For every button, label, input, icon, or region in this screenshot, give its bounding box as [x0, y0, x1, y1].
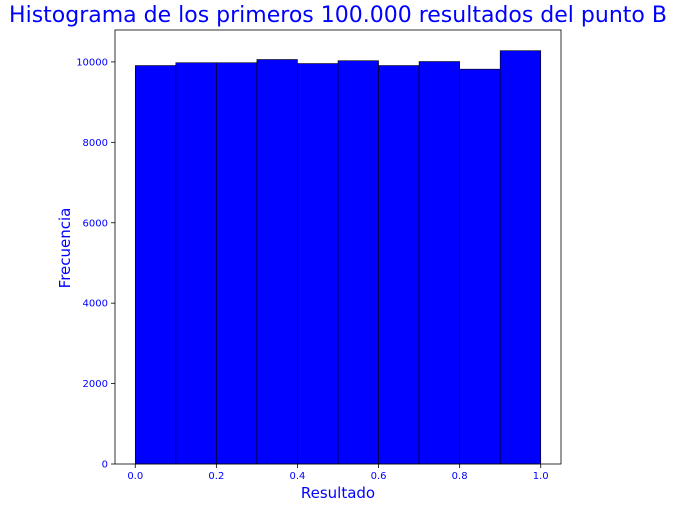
y-axis-label: Frecuencia — [56, 208, 74, 289]
histogram-bar-6 — [337, 60, 379, 465]
histogram-bar-1 — [134, 65, 177, 465]
x-tick-label: 0.0 — [127, 471, 143, 482]
x-tick-label: 1.0 — [533, 471, 549, 482]
y-tick-label: 8000 — [83, 138, 108, 149]
plot-frame — [114, 29, 562, 465]
chart-title: Histograma de los primeros 100.000 resul… — [9, 3, 667, 28]
x-tick-label: 0.6 — [371, 471, 387, 482]
y-tick-label: 0 — [102, 460, 108, 471]
x-axis-label: Resultado — [301, 484, 375, 502]
histogram-bar-2 — [175, 62, 217, 465]
histogram-bar-4 — [256, 59, 298, 465]
y-tick-label: 6000 — [83, 218, 108, 229]
x-tick-label: 0.8 — [452, 471, 468, 482]
y-ticks: 0 2000 4000 6000 8000 10000 — [76, 57, 115, 471]
histogram-bar-3 — [216, 62, 258, 465]
x-tick-label: 0.4 — [290, 471, 306, 482]
x-ticks: 0.0 0.2 0.4 0.6 0.8 1.0 — [127, 464, 549, 482]
histogram-bar-7 — [378, 65, 420, 465]
y-tick-label: 4000 — [83, 299, 108, 310]
y-tick-label: 10000 — [76, 57, 108, 68]
histogram-bar-5 — [297, 63, 339, 465]
y-tick-label: 2000 — [83, 379, 108, 390]
histogram-bar-9 — [459, 68, 501, 465]
histogram-bar-8 — [418, 61, 460, 465]
x-tick-label: 0.2 — [208, 471, 224, 482]
bars-layer — [134, 50, 542, 465]
histogram-bar-10 — [499, 50, 542, 465]
